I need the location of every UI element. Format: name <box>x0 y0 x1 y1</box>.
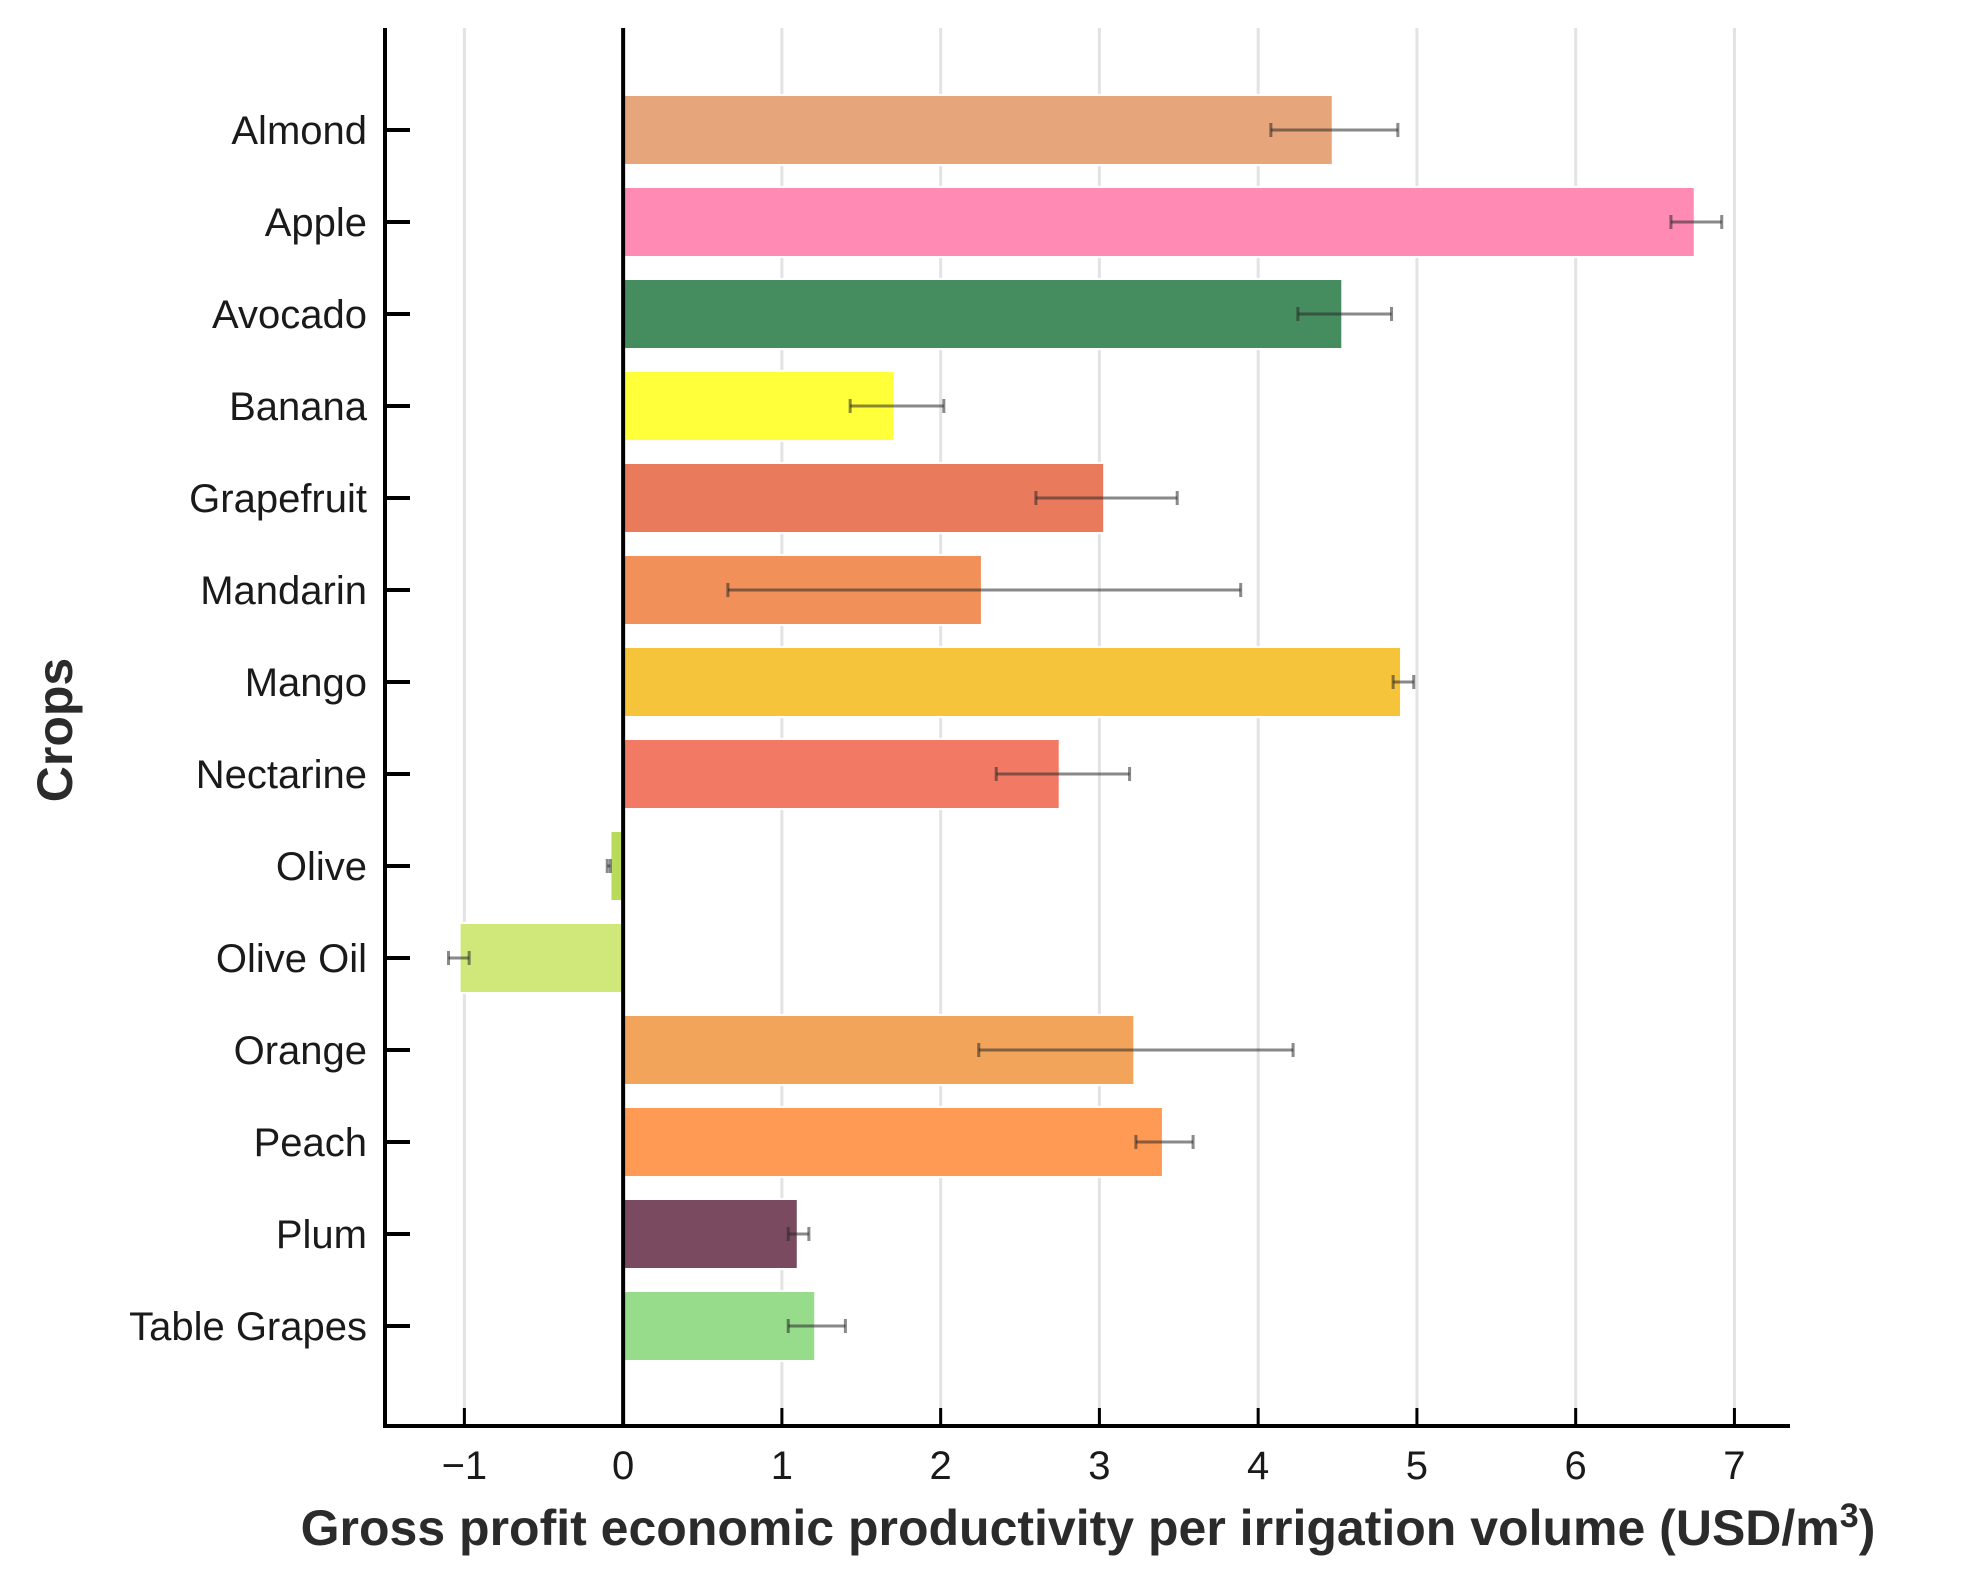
x-tick-label-5: 4 <box>1247 1444 1269 1488</box>
y-tick-label-mango: Mango <box>245 661 367 705</box>
bar-peach <box>622 1106 1164 1178</box>
x-tick-label-0: −1 <box>442 1444 488 1488</box>
x-tick-label-3: 2 <box>930 1444 952 1488</box>
bar-nectarine <box>622 738 1061 810</box>
error-bars <box>447 123 1724 1333</box>
x-axis-title: Gross profit economic productivity per i… <box>301 1497 1876 1556</box>
bar-apple <box>622 186 1696 258</box>
y-ticks: Almond Apple Avocado Banana Grapefruit Mandar… <box>129 109 410 1349</box>
y-tick-label-avocado: Avocado <box>212 293 367 337</box>
axes <box>383 28 1790 1428</box>
bar-almond <box>622 94 1334 166</box>
x-axis-title-superscript: 3 <box>1840 1497 1859 1535</box>
bar-olive-oil <box>458 922 625 994</box>
x-tick-label-1: 0 <box>612 1444 634 1488</box>
y-tick-label-mandarin: Mandarin <box>200 569 367 613</box>
bar-avocado <box>622 278 1344 350</box>
y-tick-label-olive-oil: Olive Oil <box>216 937 367 981</box>
y-tick-label-nectarine: Nectarine <box>196 753 367 797</box>
y-tick-label-banana: Banana <box>229 385 368 429</box>
x-axis-title-suffix: ) <box>1859 1500 1876 1556</box>
y-tick-label-olive: Olive <box>276 845 367 889</box>
bar-table-grapes <box>622 1290 817 1362</box>
bars <box>458 94 1696 1362</box>
y-tick-label-peach: Peach <box>254 1121 367 1165</box>
x-axis-title-main: Gross profit economic productivity per i… <box>301 1500 1840 1556</box>
bar-mango <box>622 646 1403 718</box>
y-tick-label-orange: Orange <box>234 1029 367 1073</box>
y-tick-label-table-grapes: Table Grapes <box>129 1305 367 1349</box>
x-tick-label-4: 3 <box>1088 1444 1110 1488</box>
y-tick-label-almond: Almond <box>231 109 367 153</box>
bar-plum <box>622 1198 799 1270</box>
bar-grapefruit <box>622 462 1106 534</box>
y-axis-title: Crops <box>27 658 83 802</box>
x-tick-label-2: 1 <box>771 1444 793 1488</box>
y-tick-label-plum: Plum <box>276 1213 367 1257</box>
y-tick-label-apple: Apple <box>265 201 367 245</box>
x-ticks: −1 0 1 2 3 4 5 6 7 <box>442 1408 1746 1488</box>
x-tick-label-6: 5 <box>1406 1444 1428 1488</box>
y-tick-label-grapefruit: Grapefruit <box>189 477 367 521</box>
x-tick-label-7: 6 <box>1565 1444 1587 1488</box>
x-tick-label-8: 7 <box>1723 1444 1745 1488</box>
